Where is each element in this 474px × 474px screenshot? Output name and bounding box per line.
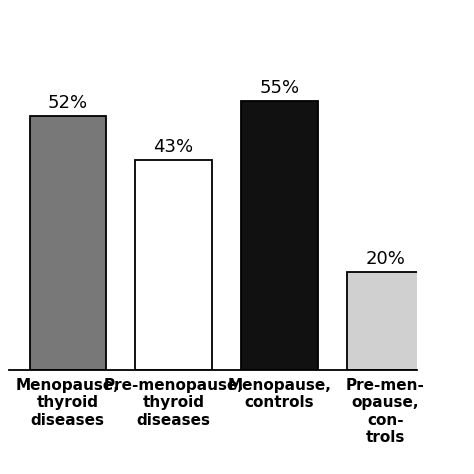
Text: 55%: 55% — [259, 80, 300, 98]
Bar — [347, 272, 423, 370]
Text: 20%: 20% — [365, 250, 405, 268]
Text: 43%: 43% — [154, 138, 194, 156]
Text: 52%: 52% — [48, 94, 88, 112]
Bar — [241, 101, 318, 370]
Bar — [136, 160, 212, 370]
Bar — [29, 116, 106, 370]
